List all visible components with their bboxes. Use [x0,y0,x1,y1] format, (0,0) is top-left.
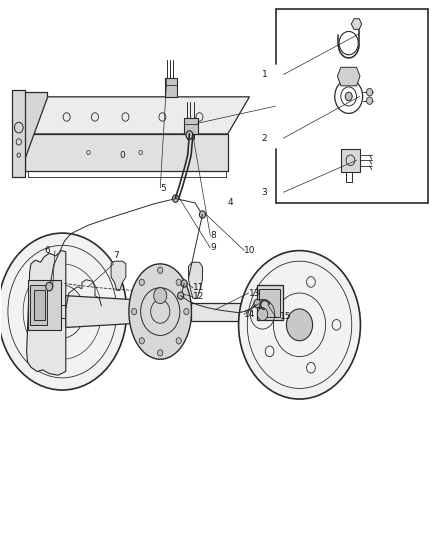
Bar [30,285,47,325]
Bar [257,285,283,319]
Bar [259,289,280,317]
Text: 7: 7 [114,252,120,261]
Circle shape [178,292,184,300]
Circle shape [158,350,163,356]
Circle shape [345,92,352,101]
Polygon shape [111,261,126,290]
Text: 0: 0 [119,151,125,160]
Text: 15: 15 [280,312,291,321]
Circle shape [131,309,137,315]
Circle shape [286,309,313,341]
Polygon shape [184,118,198,134]
Circle shape [173,195,179,203]
Text: 8: 8 [210,231,216,240]
Circle shape [154,288,167,304]
Polygon shape [191,303,258,320]
Polygon shape [341,149,360,172]
Circle shape [176,337,181,344]
Circle shape [139,337,145,344]
Text: 9: 9 [210,244,216,253]
Circle shape [53,301,71,322]
Text: 10: 10 [244,246,256,255]
Polygon shape [25,134,228,171]
Text: 12: 12 [193,292,204,301]
Bar [34,290,45,319]
Text: 1: 1 [261,70,268,79]
Text: 11: 11 [193,283,205,292]
Circle shape [257,308,268,320]
Polygon shape [25,97,250,134]
Text: 2: 2 [261,134,267,143]
Text: 4: 4 [228,198,233,207]
Polygon shape [165,78,177,97]
Circle shape [139,279,145,286]
Polygon shape [18,92,47,176]
Circle shape [176,279,181,286]
Circle shape [186,131,193,139]
Text: 13: 13 [249,288,260,297]
Bar [12,90,25,177]
Text: 3: 3 [261,188,268,197]
Polygon shape [27,251,66,375]
Circle shape [199,211,205,218]
Circle shape [158,267,163,273]
Polygon shape [129,264,191,359]
Polygon shape [337,67,360,86]
Circle shape [46,282,53,291]
Text: 6: 6 [44,246,50,255]
Circle shape [254,300,261,308]
Text: 14: 14 [244,310,256,319]
Circle shape [0,233,127,390]
Polygon shape [188,262,202,298]
Circle shape [184,309,189,315]
Bar [28,280,61,330]
Text: 5: 5 [160,183,166,192]
Polygon shape [351,19,362,29]
Circle shape [367,88,373,96]
Circle shape [181,280,187,287]
Circle shape [239,251,360,399]
Polygon shape [66,296,156,327]
Circle shape [367,97,373,104]
